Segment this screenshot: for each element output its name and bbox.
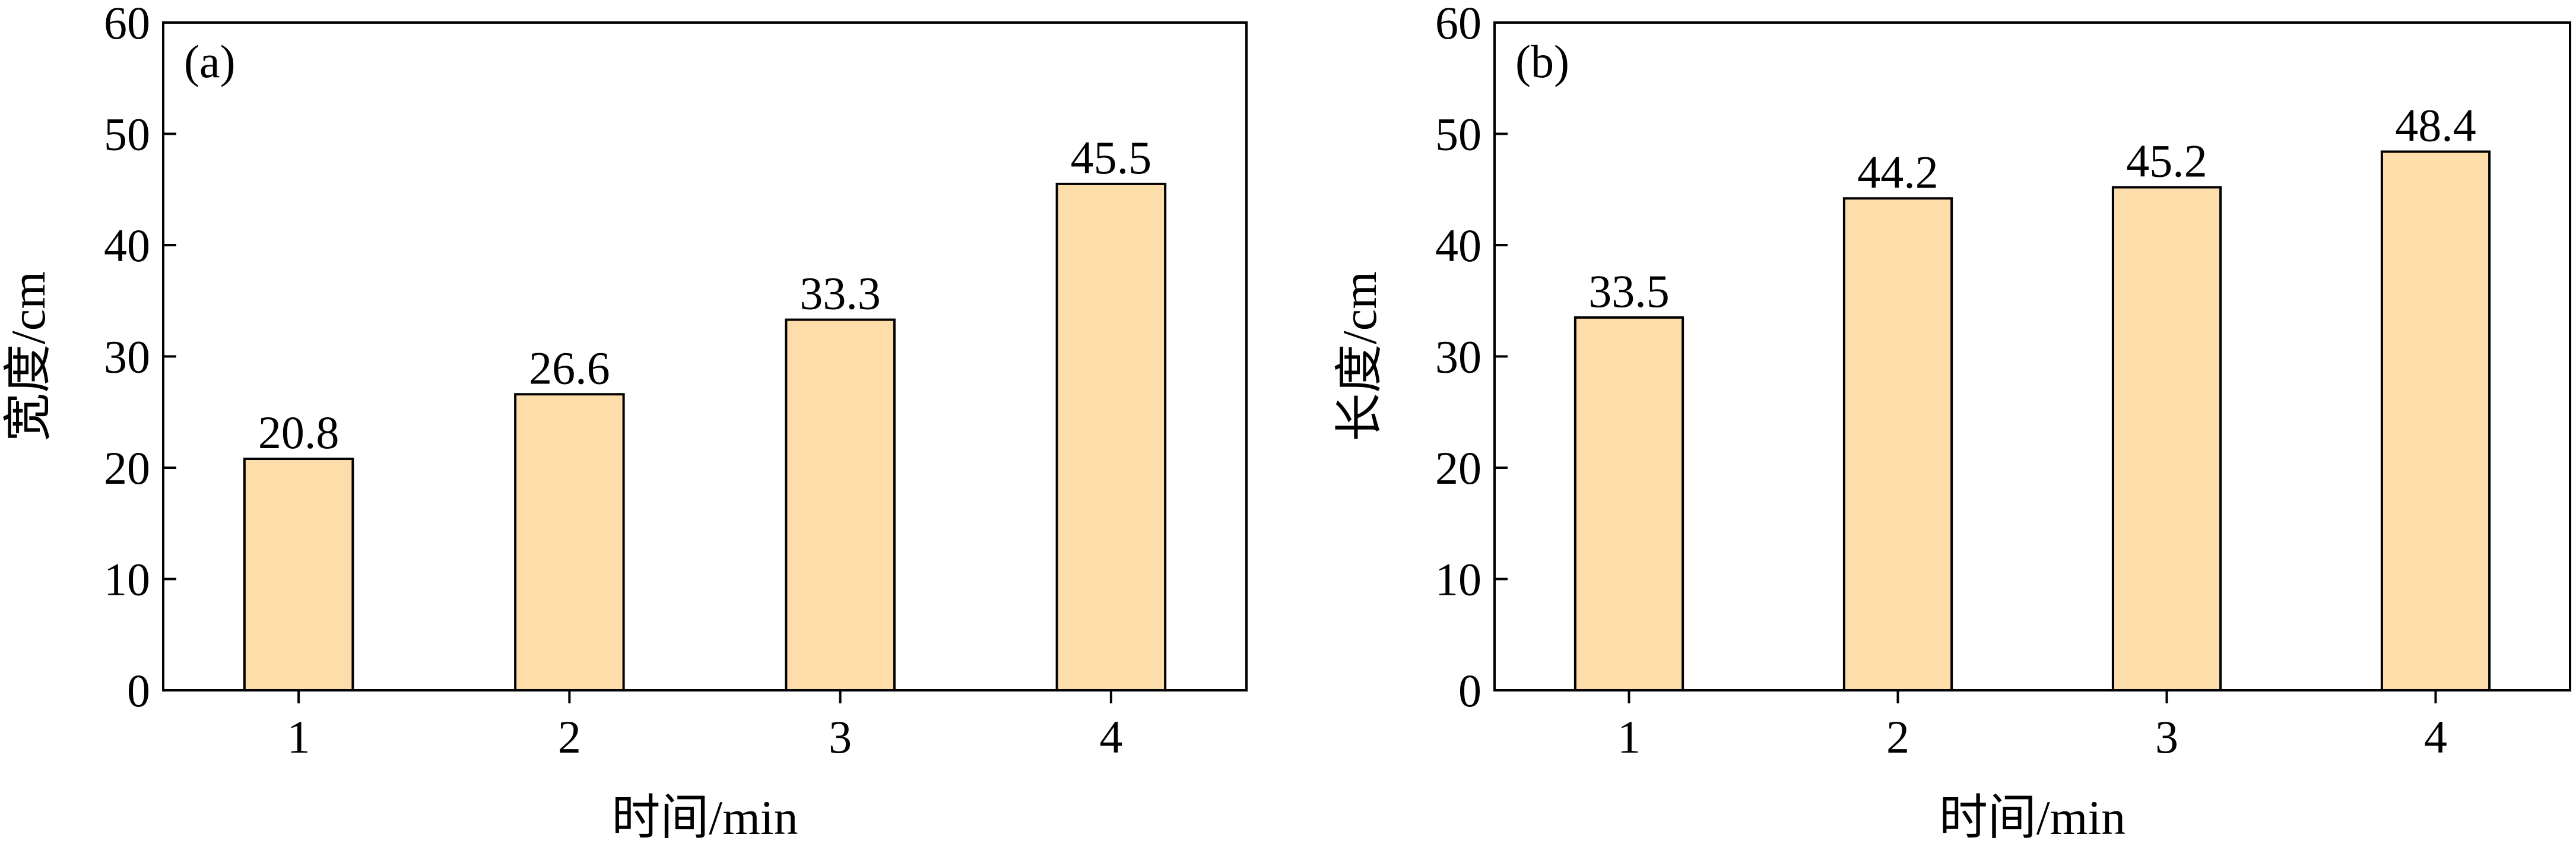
panel-b-bar-2 <box>1842 197 1953 691</box>
panel-a-y-tick-label: 10 <box>104 554 150 605</box>
panel-b-bar-1 <box>1573 316 1684 691</box>
panel-b-y-tick-label: 10 <box>1435 554 1481 605</box>
panel-a-y-tick-label: 60 <box>104 0 150 49</box>
panel-b-y-tick-label: 20 <box>1435 442 1481 494</box>
panel-a-y-tick-label: 30 <box>104 331 150 383</box>
panel-a-data-label: 20.8 <box>258 407 340 458</box>
panel-b-x-tick-label: 4 <box>2424 711 2447 763</box>
panel-a-y-tick-label: 0 <box>127 665 150 716</box>
panel-a-y-axis-title: 宽度/cm <box>1 271 55 442</box>
panel-b-x-tick-label: 3 <box>2155 711 2178 763</box>
panel-b-y-tick-label: 50 <box>1435 109 1481 160</box>
panel-b-y-tick-label: 0 <box>1458 665 1481 716</box>
panel-b-data-label: 45.2 <box>2126 135 2207 187</box>
panel-b-y-tick-label: 40 <box>1435 220 1481 271</box>
panel-a-bar-4 <box>1055 182 1167 691</box>
panel-b-x-axis-title: 时间/min <box>1939 791 2125 844</box>
panel-a-y-tick-label: 20 <box>104 442 150 494</box>
panel-b-y-tick-label: 30 <box>1435 331 1481 383</box>
panel-a-data-label: 33.3 <box>800 268 881 319</box>
panel-a-data-label: 26.6 <box>529 342 610 394</box>
panel-a-bar-3 <box>785 318 896 691</box>
panel-b-bar-3 <box>2111 186 2222 691</box>
panel-a-y-tick-label: 50 <box>104 109 150 160</box>
panel-b-y-tick-label: 60 <box>1435 0 1481 49</box>
panel-b-bar-4 <box>2380 150 2491 691</box>
panel-a-x-tick-label: 2 <box>558 711 581 763</box>
panel-b-data-label: 48.4 <box>2395 100 2476 151</box>
panel-b-y-axis-title: 长度/cm <box>1333 271 1387 442</box>
panel-a-y-tick-label: 40 <box>104 220 150 271</box>
panel-b-x-tick-label: 1 <box>1617 711 1641 763</box>
panel-a-bar-1 <box>243 458 354 691</box>
panel-a-x-axis-title: 时间/min <box>611 791 798 844</box>
panel-a-tag: (a) <box>184 36 236 87</box>
panel-a-x-tick-label: 3 <box>829 711 852 763</box>
panel-b-data-label: 44.2 <box>1857 146 1939 198</box>
panel-b-data-label: 33.5 <box>1588 265 1670 317</box>
panel-a-data-label: 45.5 <box>1071 132 1152 183</box>
panel-b-x-tick-label: 2 <box>1886 711 1909 763</box>
panel-b-tag: (b) <box>1515 36 1569 87</box>
panel-a-x-tick-label: 1 <box>287 711 310 763</box>
panel-a-x-tick-label: 4 <box>1099 711 1122 763</box>
panel-a-bar-2 <box>514 393 625 691</box>
